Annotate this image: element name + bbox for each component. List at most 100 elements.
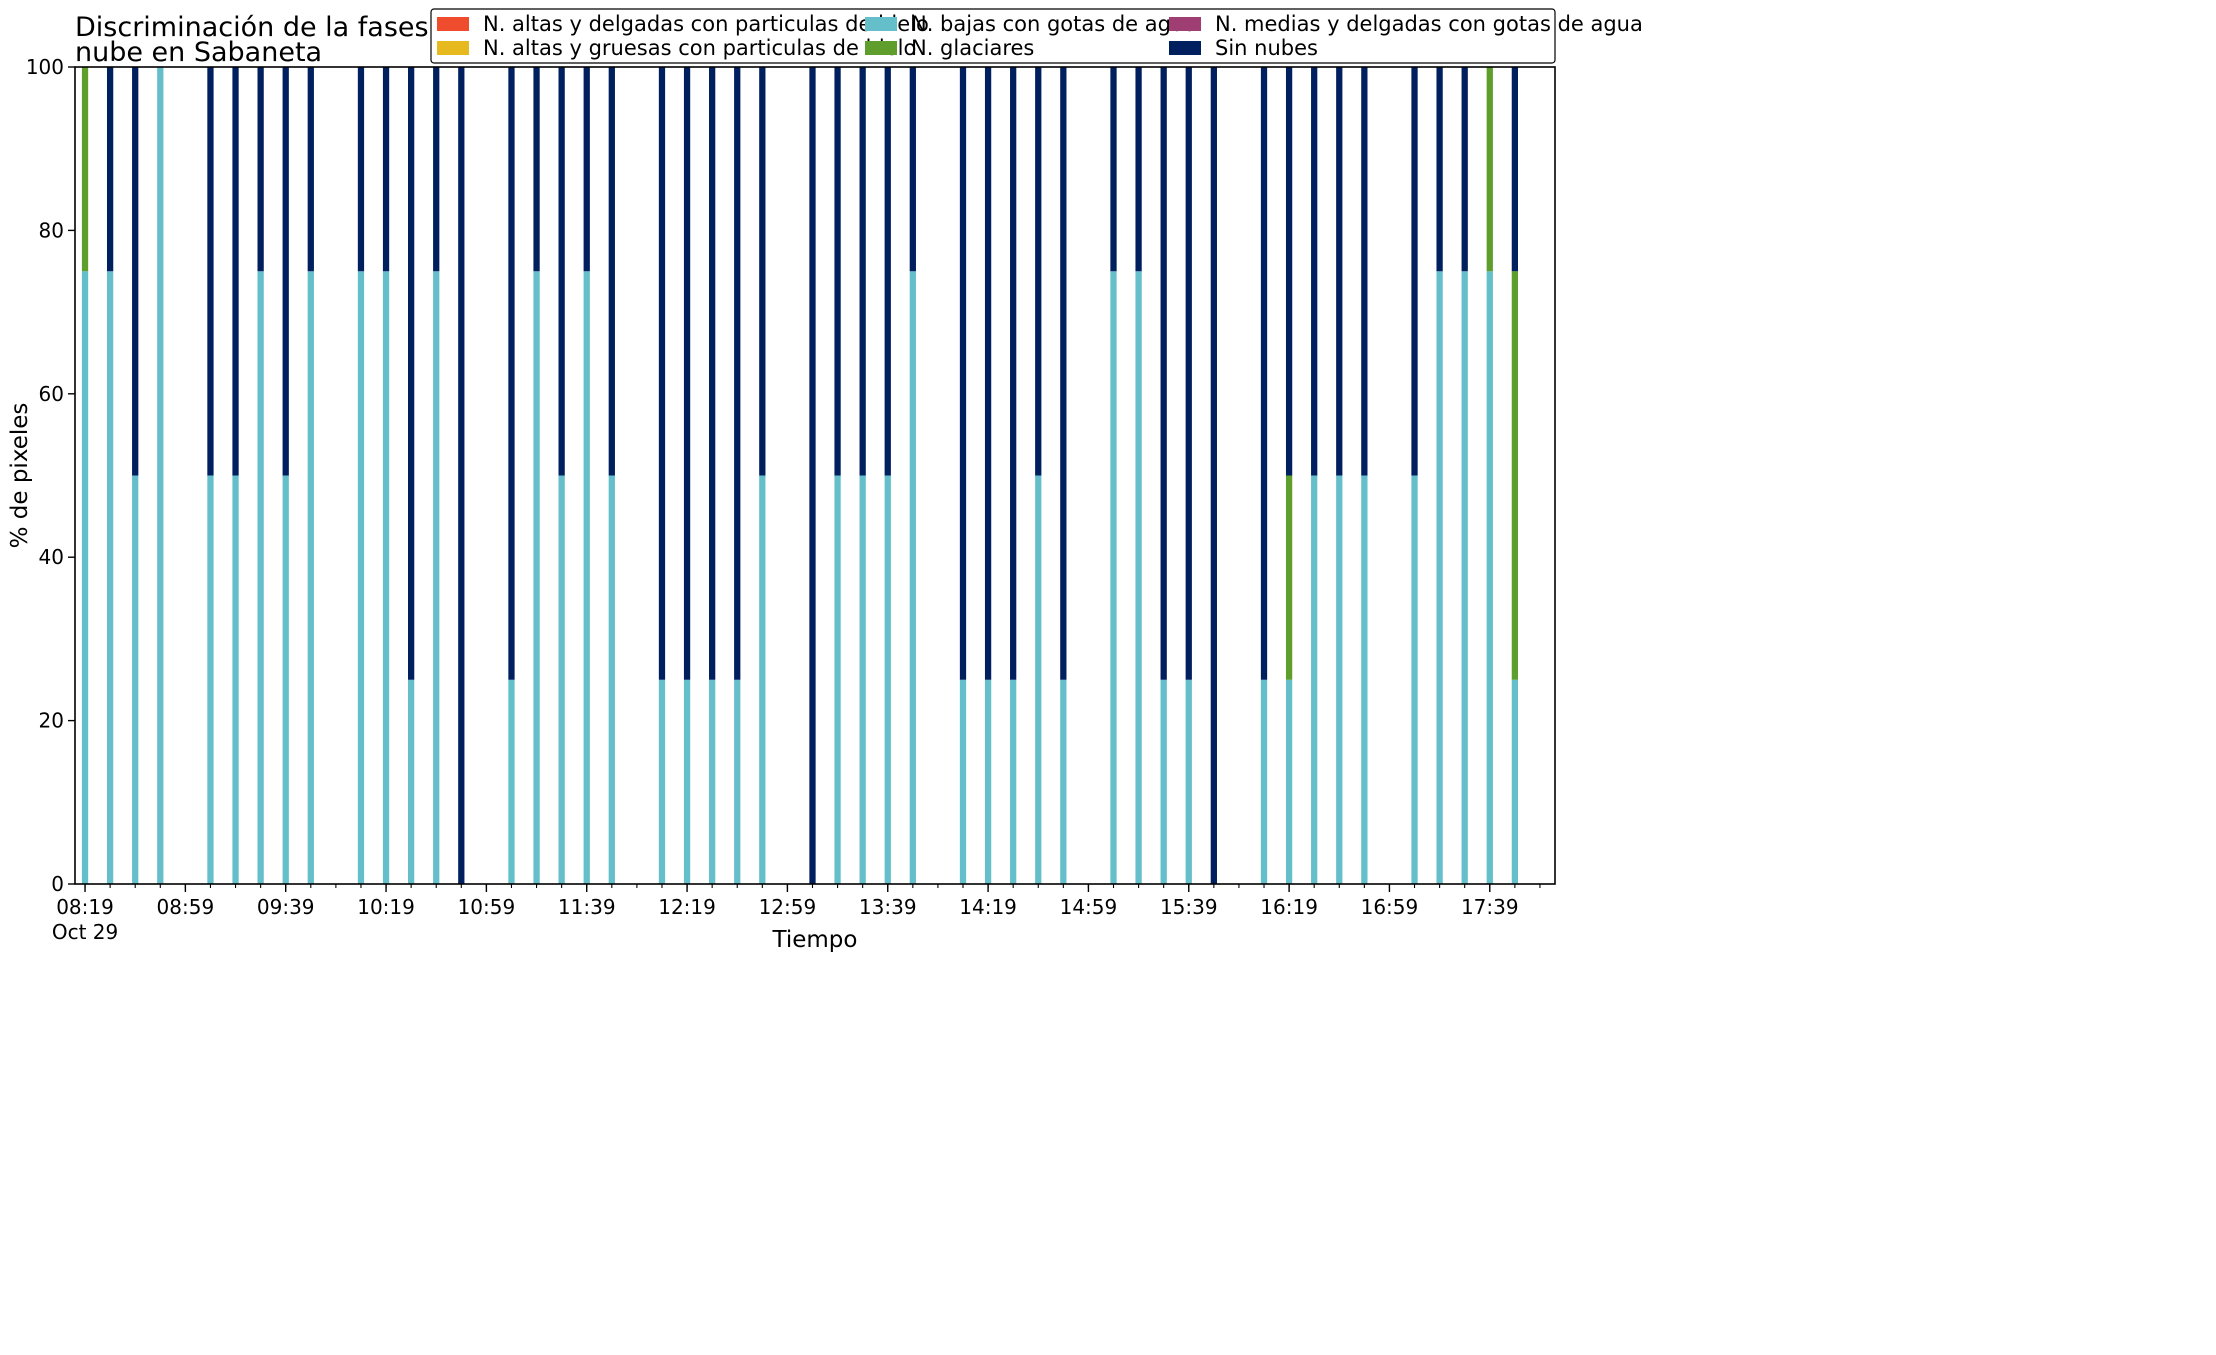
- bar-segment: [533, 67, 540, 272]
- bar-segment: [959, 67, 967, 680]
- bar-segment: [81, 67, 89, 272]
- x-tick-label: 14:59: [1060, 895, 1118, 919]
- y-tick-label: 60: [39, 382, 64, 406]
- bar-segment: [408, 67, 415, 680]
- bar-segment: [1311, 67, 1318, 476]
- x-tick-label: 08:59: [157, 895, 215, 919]
- bar-segment: [1035, 475, 1042, 884]
- bar-segment: [1185, 679, 1192, 884]
- bar-segment: [884, 475, 891, 884]
- bar-segment: [533, 271, 540, 884]
- bar-segment: [984, 679, 992, 884]
- bar-segment: [1185, 67, 1192, 680]
- bar-segment: [608, 475, 615, 884]
- bar-segment: [1311, 475, 1318, 884]
- bar-segment: [1336, 67, 1343, 476]
- bar-segment: [1160, 679, 1167, 884]
- x-tick-label: 16:19: [1260, 895, 1318, 919]
- bar-segment: [1486, 67, 1493, 272]
- bar-segment: [232, 475, 239, 884]
- bar-segment: [282, 67, 289, 476]
- legend-swatch: [865, 41, 897, 55]
- bar-segment: [709, 67, 716, 680]
- legend-label: N. medias y delgadas con gotas de agua: [1215, 12, 1643, 36]
- bar-segment: [583, 271, 590, 884]
- bar-segment: [759, 67, 766, 476]
- x-tick-label: 11:39: [558, 895, 616, 919]
- bar-segment: [683, 679, 691, 884]
- x-tick-label: 13:39: [859, 895, 917, 919]
- x-tick-label: 10:59: [458, 895, 516, 919]
- bar-segment: [307, 67, 314, 272]
- x-tick-label: 12:59: [759, 895, 817, 919]
- y-tick-label: 40: [39, 545, 64, 569]
- x-tick-label: 14:19: [959, 895, 1017, 919]
- y-tick-label: 0: [51, 872, 64, 896]
- bar-segment: [759, 475, 766, 884]
- bar-segment: [382, 67, 390, 272]
- bar-segment: [132, 475, 139, 884]
- plot-frame: [74, 66, 1556, 885]
- bar-segment: [1160, 67, 1167, 680]
- bar-segment: [257, 67, 264, 272]
- bar-segment: [1511, 67, 1518, 272]
- bar-segment: [859, 67, 866, 476]
- bar-segment: [207, 67, 214, 476]
- bars-layer: [81, 67, 1518, 884]
- bar-segment: [834, 475, 841, 884]
- bar-segment: [709, 679, 716, 884]
- bar-segment: [884, 67, 891, 476]
- bar-segment: [1511, 271, 1518, 680]
- legend-swatch: [865, 17, 897, 31]
- bar-segment: [558, 67, 565, 476]
- legend-label: N. altas y gruesas con particulas de hie…: [483, 36, 916, 60]
- bar-segment: [1285, 475, 1293, 680]
- bar-segment: [608, 67, 615, 476]
- bar-segment: [909, 271, 916, 884]
- bar-segment: [382, 271, 390, 884]
- bar-segment: [1060, 679, 1067, 884]
- x-tick-label: 16:59: [1361, 895, 1419, 919]
- bar-segment: [984, 67, 992, 680]
- bar-segment: [307, 271, 314, 884]
- bar-segment: [558, 475, 565, 884]
- bar-segment: [232, 67, 239, 476]
- y-tick-label: 20: [39, 709, 64, 733]
- bar-segment: [1135, 271, 1142, 884]
- bar-segment: [458, 67, 465, 884]
- legend-label: Sin nubes: [1215, 36, 1318, 60]
- x-tick-sublabel: Oct 29: [52, 920, 118, 944]
- bar-segment: [508, 67, 515, 680]
- bar-segment: [433, 271, 440, 884]
- chart-title-line: nube en Sabaneta: [75, 37, 322, 68]
- bar-segment: [1035, 67, 1042, 476]
- bar-segment: [433, 67, 440, 272]
- bar-segment: [1436, 67, 1443, 272]
- bar-segment: [1511, 679, 1518, 884]
- bar-segment: [1411, 67, 1418, 476]
- legend-swatch: [437, 17, 469, 31]
- bar-segment: [106, 271, 114, 884]
- legend: N. altas y delgadas con particulas de hi…: [430, 8, 1643, 64]
- bar-segment: [1461, 67, 1468, 272]
- bar-segment: [1336, 475, 1343, 884]
- bar-segment: [658, 67, 666, 680]
- bar-segment: [734, 67, 741, 680]
- bar-segment: [1285, 679, 1293, 884]
- legend-swatch: [1169, 41, 1201, 55]
- bar-segment: [508, 679, 515, 884]
- bar-segment: [909, 67, 916, 272]
- bar-segment: [859, 475, 866, 884]
- x-tick-label: 09:39: [257, 895, 315, 919]
- bar-segment: [1010, 67, 1017, 680]
- bar-segment: [1060, 67, 1067, 680]
- bar-segment: [834, 67, 841, 476]
- legend-swatch: [437, 41, 469, 55]
- bar-segment: [1285, 67, 1293, 476]
- bar-segment: [734, 679, 741, 884]
- bar-segment: [1486, 271, 1493, 884]
- bar-segment: [81, 271, 89, 884]
- bar-segment: [408, 679, 415, 884]
